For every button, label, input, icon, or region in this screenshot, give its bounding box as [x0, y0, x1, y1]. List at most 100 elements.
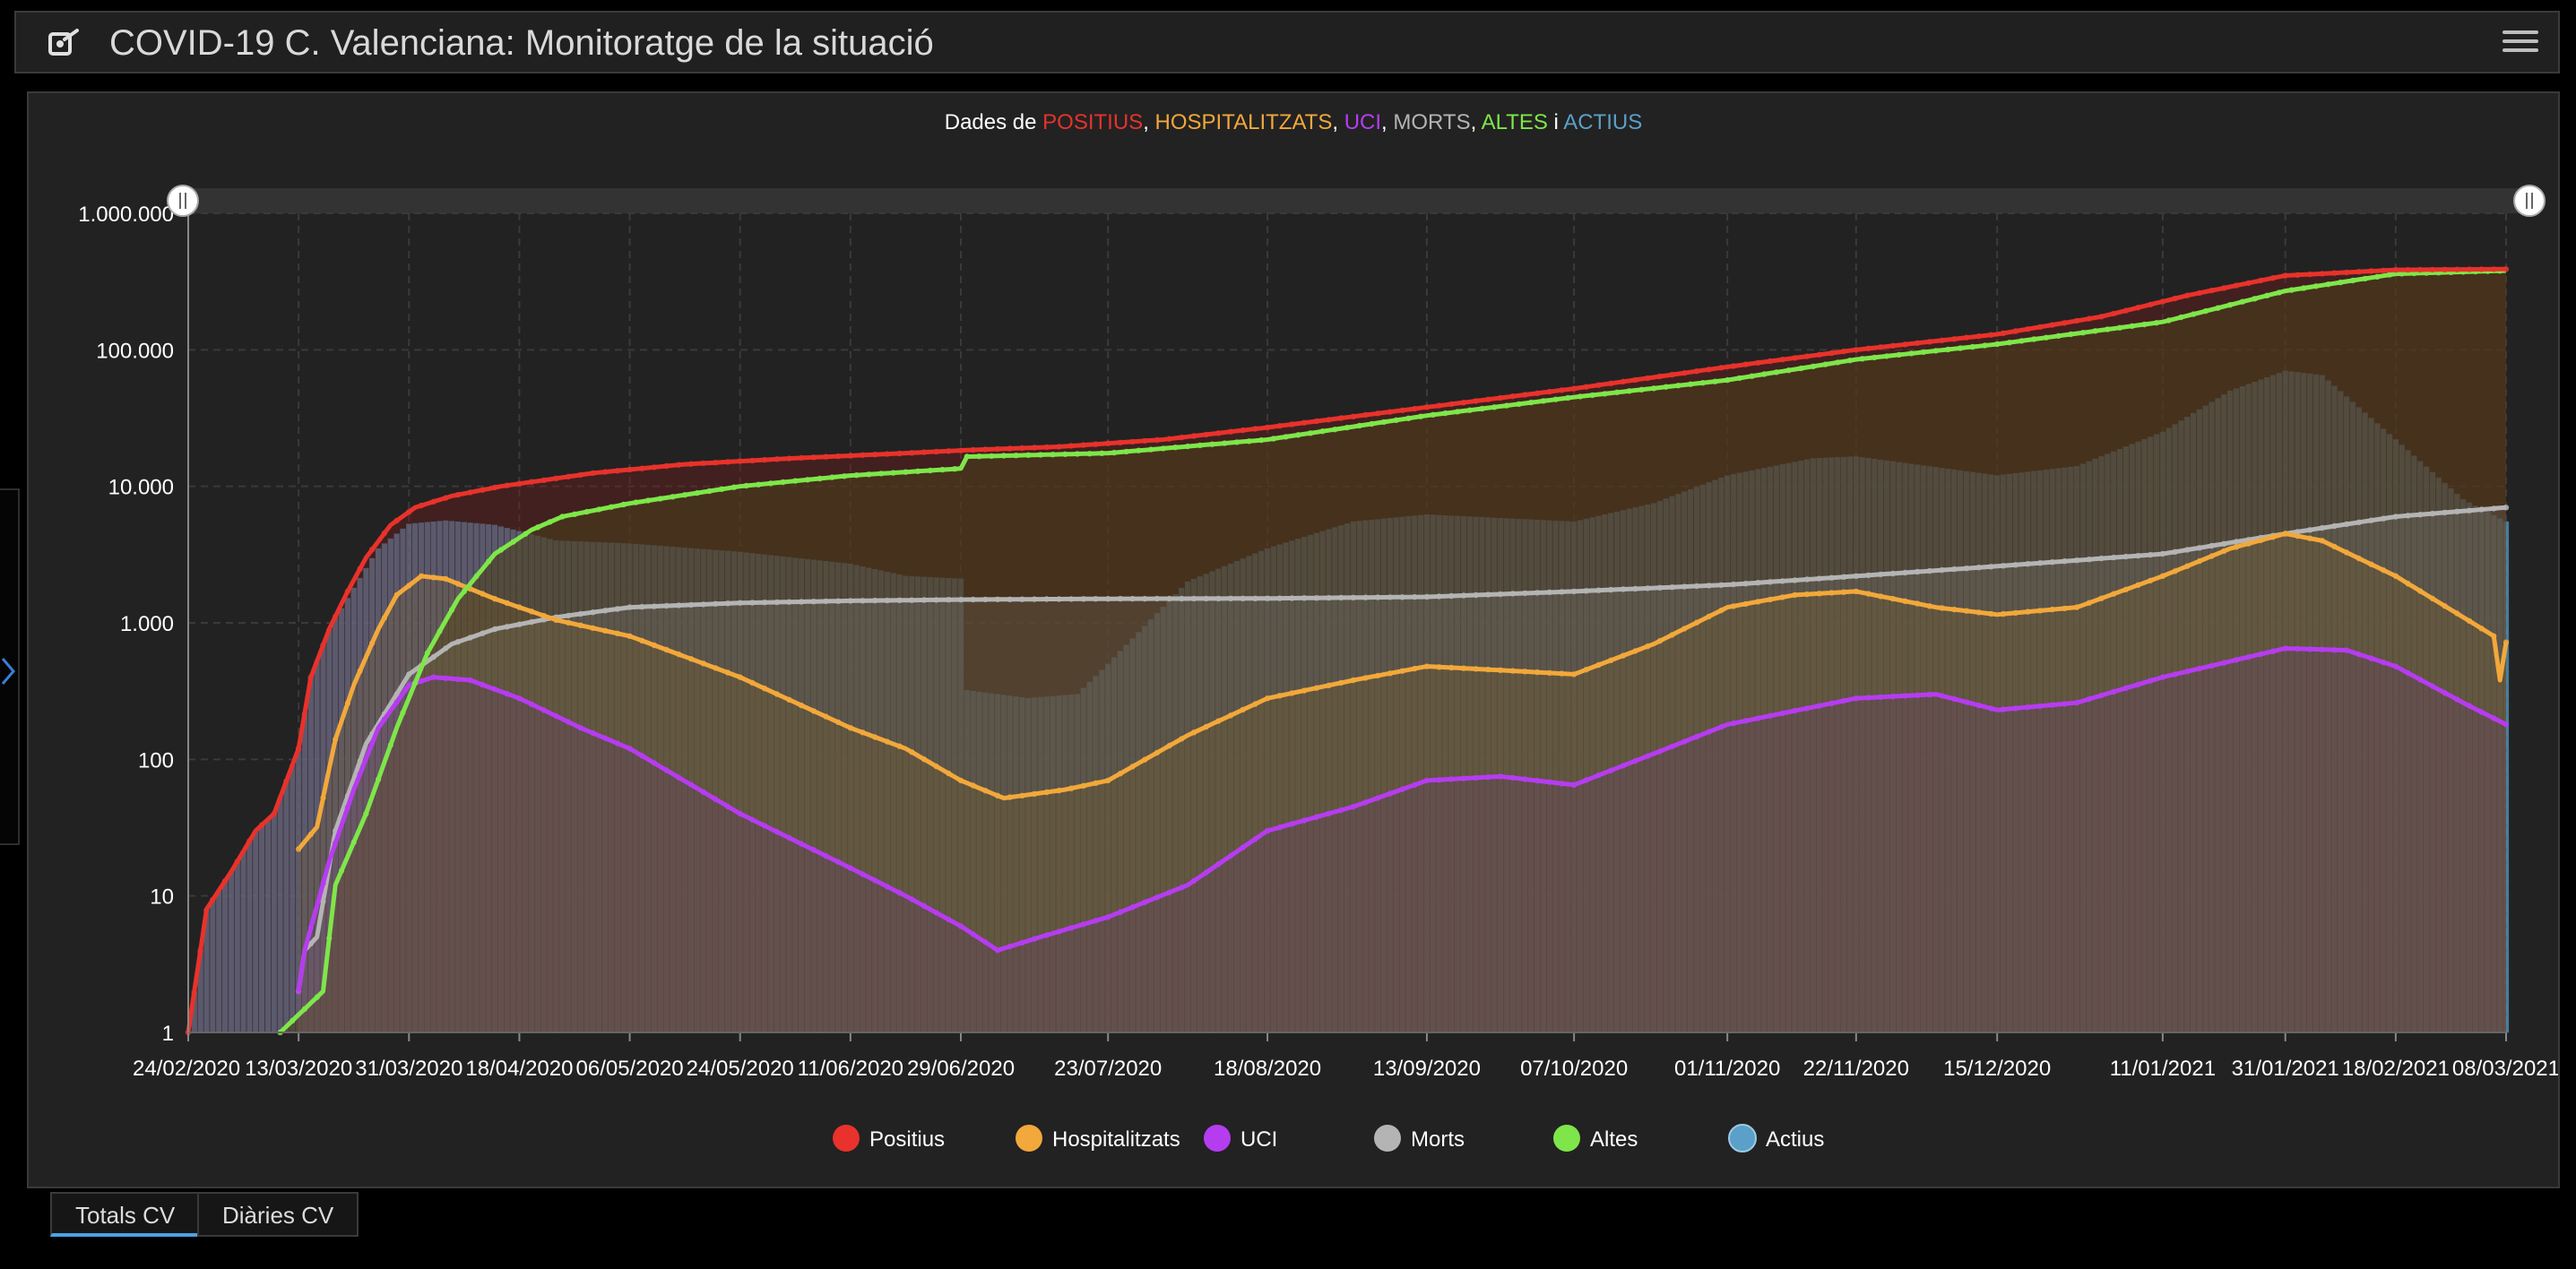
morts-point — [357, 758, 363, 764]
positius-point — [1203, 431, 1209, 438]
positius-point — [1142, 437, 1148, 445]
altes-point — [1295, 432, 1301, 438]
altes-point — [792, 478, 799, 484]
tab-diaries-cv[interactable]: Diàries CV — [197, 1192, 359, 1237]
altes-point — [853, 472, 860, 479]
uci-point — [2245, 653, 2252, 660]
morts-point — [663, 602, 670, 609]
morts-point — [1570, 588, 1578, 595]
positius-point — [2135, 305, 2141, 311]
hospitalitzats-point — [1509, 668, 1516, 674]
morts-point — [884, 597, 891, 604]
hospitalitzats-point — [1767, 596, 1774, 603]
range-handle-left[interactable] — [167, 185, 199, 217]
altes-point — [1785, 367, 1792, 374]
uci-point — [1878, 694, 1884, 700]
morts-legend-icon — [1374, 1125, 1401, 1152]
uci-point — [540, 707, 547, 713]
altes-point — [952, 466, 958, 472]
altes-point — [1086, 451, 1093, 457]
handle-knob — [2513, 185, 2546, 217]
range-handle-right[interactable] — [2513, 185, 2546, 217]
hospitalitzats-point — [1546, 669, 1553, 677]
title-text: , — [1381, 110, 1393, 134]
altes-point — [1613, 389, 1621, 395]
uci-point — [2319, 646, 2325, 652]
legend-item-positius[interactable]: Positius — [833, 1125, 945, 1152]
hospitalitzats-point — [1889, 595, 1897, 602]
hospitalitzats-point — [1718, 607, 1725, 614]
positius-point — [651, 464, 658, 470]
morts-point — [810, 599, 817, 605]
morts-point — [1706, 583, 1712, 589]
altes-point — [2362, 275, 2368, 282]
legend-item-morts[interactable]: Morts — [1374, 1125, 1465, 1152]
positius-point — [774, 456, 780, 462]
morts-point — [1276, 595, 1283, 601]
positius-point — [1326, 417, 1332, 423]
altes-point — [1699, 380, 1707, 386]
uci-point — [761, 823, 768, 829]
positius-point — [1497, 394, 1504, 401]
altes-point — [1393, 417, 1399, 423]
uci-point — [1179, 885, 1185, 891]
altes-point — [939, 466, 946, 473]
altes-point — [437, 628, 443, 634]
morts-point — [1031, 596, 1038, 602]
hospitalitzats-point — [2405, 581, 2411, 587]
legend-item-altes[interactable]: Altes — [1553, 1125, 1638, 1152]
morts-point — [2135, 552, 2141, 559]
altes-point — [534, 524, 541, 531]
altes-point — [1810, 363, 1817, 369]
morts-point — [2221, 540, 2227, 547]
morts-point — [1718, 582, 1725, 588]
positius-point — [896, 450, 903, 457]
hospitalitzats-point — [1129, 764, 1136, 770]
hospitalitzats-point — [946, 770, 952, 777]
positius-point — [946, 448, 952, 454]
uci-point — [1215, 861, 1222, 868]
hospitalitzats-point — [2012, 609, 2018, 617]
legend-item-actius[interactable]: Actius — [1728, 1124, 1824, 1152]
chart-axes: 1 10 100 1.000 10.000 100.000 1.000.000 24/02/2… — [78, 188, 2558, 1081]
hamburger-menu-icon[interactable] — [2503, 25, 2538, 61]
hospitalitzats-point — [921, 756, 928, 763]
positius-point — [246, 838, 253, 844]
hospitalitzats-point — [639, 637, 645, 644]
positius-point — [566, 473, 572, 479]
positius-point — [1264, 424, 1271, 431]
morts-point — [687, 601, 695, 609]
morts-point — [1301, 595, 1308, 601]
legend-item-hospitalitzats[interactable]: Hospitalitzats — [1016, 1125, 1180, 1152]
hospitalitzats-point — [1227, 712, 1234, 719]
title-uci: UCI — [1344, 110, 1381, 134]
hospitalitzats-point — [798, 702, 805, 709]
morts-point — [307, 940, 314, 947]
positius-point — [369, 547, 376, 553]
positius-point — [1448, 401, 1455, 408]
morts-point — [1902, 569, 1908, 576]
altes-point — [1209, 441, 1215, 447]
altes-point — [2301, 285, 2307, 291]
altes-line — [278, 268, 2507, 1034]
hospitalitzats-point — [627, 633, 633, 639]
positius-point — [1399, 407, 1405, 413]
positius-point — [1423, 404, 1431, 410]
positius-point — [994, 445, 1001, 453]
positius-point — [982, 446, 989, 453]
altes-point — [2092, 328, 2098, 334]
legend-label: Altes — [1590, 1127, 1638, 1152]
hospitalitzats-point — [2392, 573, 2399, 579]
altes-point — [1062, 451, 1068, 457]
uci-point — [2221, 660, 2227, 666]
hospitalitzats-point — [1755, 599, 1761, 605]
range-scrollbar[interactable] — [186, 188, 2529, 213]
uci-point — [896, 890, 903, 896]
hospitalitzats-point — [2503, 639, 2510, 645]
positius-point — [1080, 442, 1087, 448]
side-panel-toggle[interactable] — [0, 488, 20, 845]
legend-item-uci[interactable]: UCI — [1204, 1125, 1277, 1152]
tab-totals-cv[interactable]: Totals CV — [50, 1192, 201, 1237]
altes-area — [280, 271, 2506, 1032]
hospitalitzats-point — [884, 738, 891, 745]
